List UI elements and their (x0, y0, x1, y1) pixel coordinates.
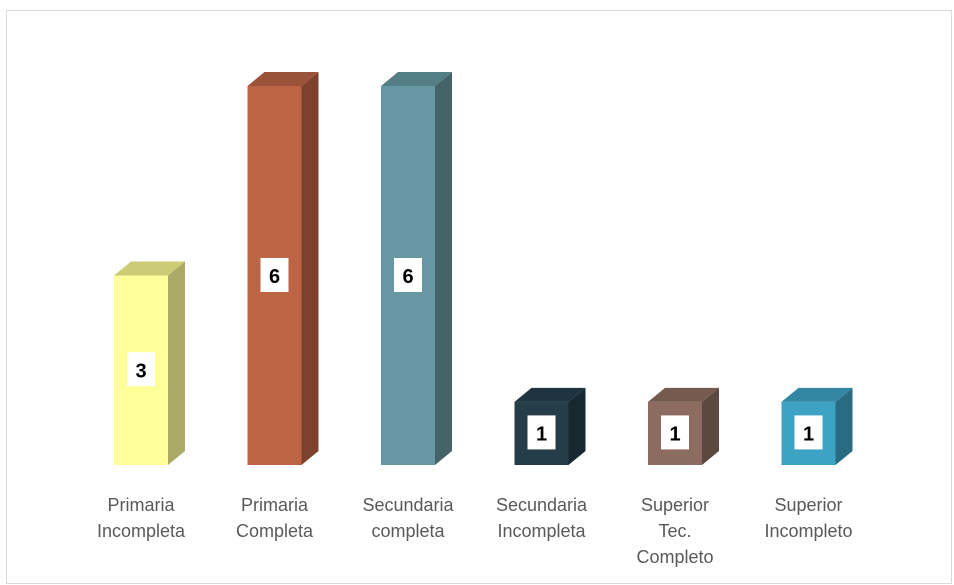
data-label-superior-incompleto: 1 (794, 415, 823, 450)
category-label-line: completa (371, 521, 445, 541)
data-label-value: 1 (536, 423, 547, 445)
chart-area: 3 6 6 1 1 1 Primaria Incompleta Primaria Complet… (6, 10, 952, 584)
category-label-secundaria-incompleta: Secundaria Incompleta (496, 495, 588, 541)
data-label-value: 6 (269, 266, 280, 288)
data-label-box (661, 415, 689, 450)
category-label-line: Superior (641, 495, 709, 515)
data-label-value: 6 (402, 266, 413, 288)
data-label-value: 1 (803, 423, 814, 445)
bar-chart: 3 6 6 1 1 1 Primaria Incompleta Primaria Complet… (97, 72, 853, 567)
bar-top-face (648, 387, 719, 402)
value-labels-group: 3 6 6 1 1 1 (127, 258, 823, 450)
bar-top-face (114, 261, 185, 276)
data-label-secundaria-incompleta: 1 (527, 415, 556, 450)
bar-side-face (702, 387, 719, 465)
data-label-primaria-completa: 6 (260, 258, 289, 292)
category-label-line: Superior (774, 495, 842, 515)
bar-top-face (247, 72, 319, 86)
category-label-line: Secundaria (362, 495, 454, 515)
category-label-line: Completa (236, 521, 314, 541)
data-label-box (260, 258, 289, 292)
data-label-box (394, 258, 422, 292)
bar-primaria-incompleta (114, 261, 185, 465)
category-label-primaria-completa: Primaria Completa (236, 495, 314, 541)
bar-side-face (568, 387, 586, 465)
data-label-value: 3 (135, 360, 146, 382)
bar-side-face (435, 72, 452, 465)
bar-side-face (301, 72, 319, 465)
bars-group (114, 72, 853, 465)
category-labels-group: Primaria Incompleta Primaria Completa Secund… (97, 495, 853, 567)
bar-top-face (381, 72, 452, 86)
category-label-line: Primaria (241, 495, 309, 515)
data-label-superior-tec-completo: 1 (661, 415, 689, 450)
category-label-line: Completo (636, 547, 713, 567)
data-label-secundaria-completa: 6 (394, 258, 422, 292)
data-label-box (127, 352, 155, 387)
data-label-value: 1 (669, 423, 680, 445)
category-label-primaria-incompleta: Primaria Incompleta (97, 495, 186, 541)
category-label-line: Incompleta (97, 521, 186, 541)
data-label-box (527, 415, 556, 450)
category-label-secundaria-completa: Secundaria completa (362, 495, 454, 541)
category-label-line: Incompleto (764, 521, 852, 541)
category-label-line: Primaria (107, 495, 175, 515)
bar-side-face (835, 387, 853, 465)
category-label-superior-tec-completo: Superior Tec. Completo (636, 495, 713, 567)
data-label-primaria-incompleta: 3 (127, 352, 155, 387)
data-label-box (794, 415, 823, 450)
category-label-superior-incompleto: Superior Incompleto (764, 495, 852, 541)
category-label-line: Tec. (658, 521, 691, 541)
category-label-line: Incompleta (497, 521, 586, 541)
bar-secundaria-incompleta (514, 387, 586, 465)
bar-top-face (781, 387, 853, 402)
bar-side-face (168, 261, 185, 465)
category-label-line: Secundaria (496, 495, 588, 515)
bar-top-face (514, 387, 586, 402)
